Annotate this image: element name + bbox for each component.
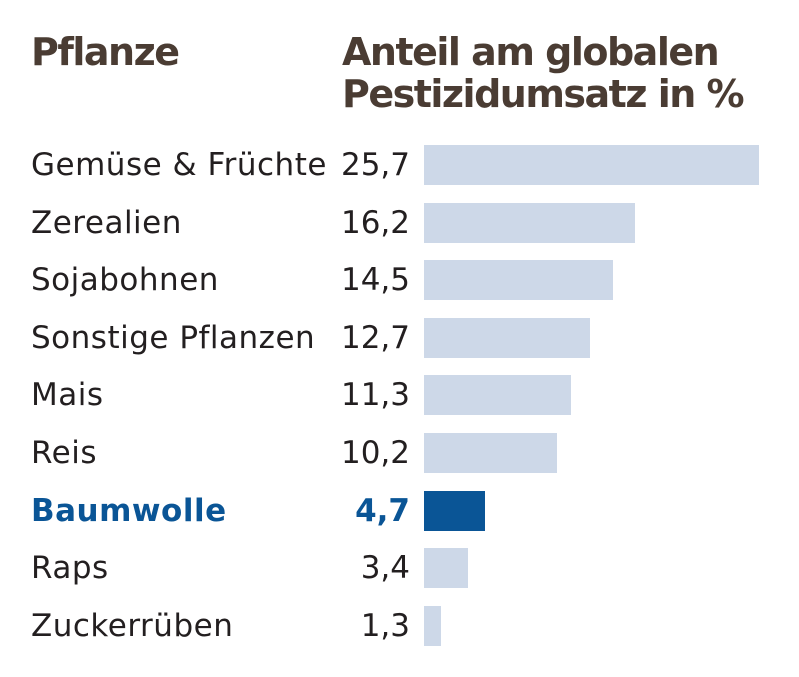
category-label: Zerealien	[31, 205, 182, 241]
value-label: 16,2	[340, 205, 410, 241]
value-label: 25,7	[340, 147, 410, 183]
category-label: Baumwolle	[31, 493, 227, 529]
bar-row: Gemüse & Früchte 25,7	[0, 136, 799, 194]
category-label: Sonstige Pflanzen	[31, 320, 316, 356]
value-label: 14,5	[340, 262, 410, 298]
share-column-header-line2: Pestizidumsatz in %	[342, 72, 745, 116]
bar	[424, 433, 557, 473]
category-label: Sojabohnen	[31, 262, 219, 298]
bar-row: Zerealien 16,2	[0, 194, 799, 252]
bar	[424, 260, 613, 300]
bar	[424, 548, 468, 588]
bar-row: Sonstige Pflanzen 12,7	[0, 309, 799, 367]
bar-row: Reis 10,2	[0, 424, 799, 482]
value-label: 4,7	[355, 493, 410, 529]
bar	[424, 203, 635, 243]
bar	[424, 145, 759, 185]
category-label: Raps	[31, 550, 109, 586]
bar-row: Raps 3,4	[0, 539, 799, 597]
value-label: 3,4	[360, 550, 410, 586]
share-column-header-line1: Anteil am globalen	[342, 30, 720, 74]
bar	[424, 318, 590, 358]
value-label: 10,2	[340, 435, 410, 471]
category-label: Gemüse & Früchte	[31, 147, 327, 183]
bar-row: Sojabohnen 14,5	[0, 251, 799, 309]
category-label: Mais	[31, 377, 104, 413]
share-column-header: Anteil am globalen Pestizidumsatz in %	[342, 30, 745, 116]
bar	[424, 491, 485, 531]
bar-row: Mais 11,3	[0, 366, 799, 424]
value-label: 11,3	[340, 377, 410, 413]
bar	[424, 606, 441, 646]
bar-row: Baumwolle 4,7	[0, 482, 799, 540]
value-label: 12,7	[340, 320, 410, 356]
category-label: Reis	[31, 435, 97, 471]
bar	[424, 375, 571, 415]
category-label: Zuckerrüben	[31, 608, 234, 644]
value-label: 1,3	[360, 608, 410, 644]
crop-column-header: Pflanze	[31, 30, 180, 74]
bar-row: Zuckerrüben 1,3	[0, 597, 799, 655]
